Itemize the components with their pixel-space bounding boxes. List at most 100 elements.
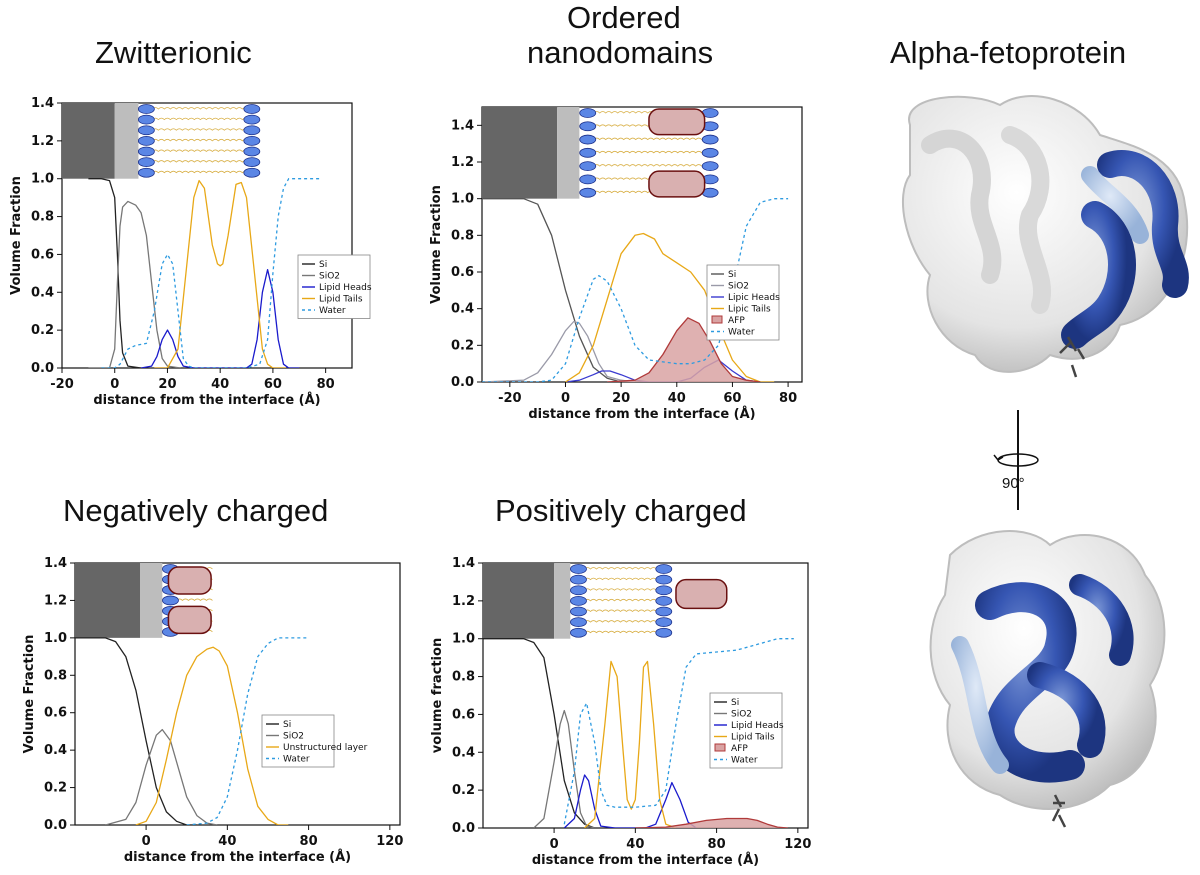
afp-block-icon: [648, 108, 706, 136]
x-tick-label: 40: [218, 834, 236, 849]
lipid-head-icon: [137, 157, 155, 167]
x-tick-label: 120: [784, 837, 811, 852]
lipid-head-icon: [162, 595, 179, 606]
title-negatively-charged: Negatively charged: [63, 493, 329, 528]
title-ordered-line2: nanodomains: [527, 35, 714, 70]
y-tick-label: 0.6: [451, 265, 474, 280]
lipid-head-icon: [701, 161, 719, 172]
legend-label: Water: [283, 755, 310, 765]
si-block: [62, 103, 115, 179]
lipid-head-icon: [701, 147, 719, 158]
y-tick-label: 0.0: [31, 361, 54, 376]
lipid-head-icon: [570, 627, 587, 638]
lipid-tail-icon: [578, 577, 663, 581]
lipid-head-icon: [243, 157, 261, 167]
y-tick-label: 1.2: [452, 594, 475, 609]
x-axis-title: distance from the interface (Å): [124, 849, 351, 865]
lipid-tail-icon: [146, 149, 249, 153]
afp-protein-illustration: 90°: [902, 95, 1189, 828]
protein-bottom-view: [929, 530, 1166, 828]
lipid-head-icon: [701, 134, 719, 145]
lipid-head-icon: [579, 134, 597, 145]
afp-block-icon: [167, 566, 212, 595]
series-line-sio2: [533, 709, 595, 828]
x-tick-label: 0: [550, 837, 559, 852]
lipid-head-icon: [243, 125, 261, 136]
x-tick-label: 120: [376, 834, 403, 849]
lipid-head-icon: [579, 147, 597, 158]
y-tick-label: 1.0: [452, 632, 475, 647]
y-tick-label: 1.4: [452, 556, 475, 571]
lipid-head-icon: [243, 114, 261, 125]
y-tick-label: 0.8: [451, 228, 474, 243]
lipid-head-icon: [579, 121, 597, 132]
title-zwitterionic: Zwitterionic: [95, 35, 252, 70]
series-line-lipic-tails: [565, 232, 775, 382]
x-axis-title: distance from the interface (Å): [532, 852, 759, 868]
series-line-si: [88, 178, 142, 368]
lipid-head-icon: [570, 606, 587, 617]
si-block: [482, 107, 558, 199]
legend-label: Water: [728, 328, 755, 338]
afp-block-icon: [675, 578, 728, 610]
legend-label: Lipid Heads: [731, 721, 784, 731]
legend-label: Lipid Tails: [731, 733, 775, 743]
x-axis-title: distance from the interface (Å): [93, 392, 320, 408]
x-tick-label: 40: [668, 391, 686, 406]
x-axis-title: distance from the interface (Å): [528, 406, 755, 422]
lipid-head-icon: [243, 167, 261, 178]
lipid-tail-icon: [146, 117, 249, 121]
chart-negatively-charged: 0 40 80 120 0.0 0.2 0.4 0.6 0.8 1.0 1.2 1.4 distance…: [22, 556, 403, 865]
series-area-afp: [607, 317, 761, 382]
legend-label: SiO2: [283, 732, 304, 742]
sio2-block: [554, 563, 571, 639]
schematic-inset: [62, 103, 261, 179]
lipid-head-icon: [579, 187, 597, 198]
lipid-tail-icon: [578, 609, 663, 613]
y-tick-label: 1.0: [31, 172, 54, 187]
sio2-block: [557, 107, 580, 199]
schematic-inset: [482, 107, 719, 199]
y-tick-label: 1.0: [451, 192, 474, 207]
lipid-head-icon: [137, 167, 155, 178]
x-tick-label: 0: [110, 377, 119, 392]
series-line-water: [482, 198, 789, 382]
x-tick-label: 60: [264, 377, 282, 392]
legend-label: Si: [283, 720, 291, 730]
legend-label: Si: [728, 270, 736, 280]
legend-swatch: [714, 743, 726, 752]
lipid-head-icon: [579, 161, 597, 172]
rotation-label: 90°: [1002, 475, 1025, 492]
y-tick-label: 0.0: [451, 375, 474, 390]
legend-label: Water: [731, 756, 758, 766]
series-line-water: [563, 638, 794, 825]
lipid-head-icon: [655, 606, 673, 617]
schematic-inset: [75, 563, 213, 638]
x-tick-label: 20: [158, 377, 176, 392]
y-tick-label: 1.4: [31, 96, 54, 111]
y-tick-label: 1.2: [31, 134, 54, 149]
title-positively-charged: Positively charged: [495, 493, 747, 528]
y-axis-title: Volume Fraction: [22, 635, 37, 754]
legend-label: Lipid Heads: [319, 283, 372, 293]
x-tick-label: -20: [50, 377, 74, 392]
series-line-lipid-heads: [563, 774, 697, 828]
x-tick-label: 80: [300, 834, 318, 849]
lipid-head-icon: [570, 564, 587, 574]
si-block: [75, 563, 140, 638]
afp-block-icon: [167, 605, 212, 635]
legend-label: Si: [731, 698, 739, 708]
y-tick-label: 0.2: [44, 781, 67, 796]
y-tick-label: 1.2: [44, 593, 67, 608]
legend-label: Lipic Tails: [728, 305, 771, 315]
y-tick-label: 0.2: [451, 338, 474, 353]
legend-label: AFP: [731, 744, 748, 754]
x-tick-label: 0: [142, 834, 151, 849]
lipid-head-icon: [137, 135, 155, 146]
lipid-tail-icon: [146, 128, 249, 131]
x-tick-label: 40: [626, 837, 644, 852]
y-tick-label: 0.2: [452, 783, 475, 798]
schematic-inset: [483, 563, 728, 639]
